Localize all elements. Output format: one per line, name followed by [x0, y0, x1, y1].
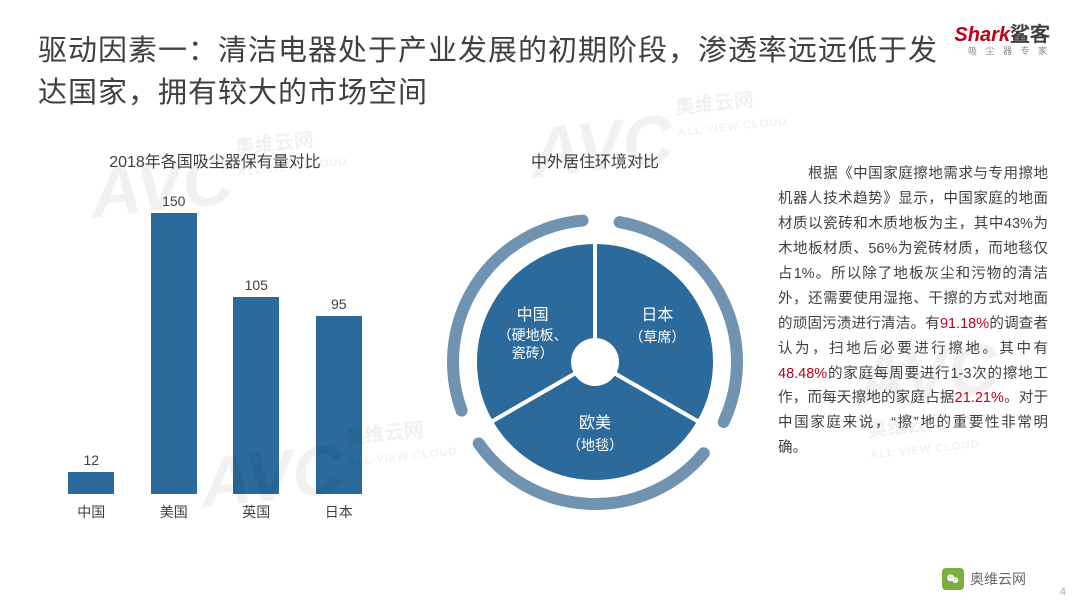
- bar-rect: [68, 472, 114, 495]
- svg-text:欧美: 欧美: [579, 414, 611, 432]
- bar-category: 中国: [77, 502, 105, 522]
- brand-cn: 鲨客: [1010, 24, 1050, 46]
- bar-rect: [233, 297, 279, 494]
- cycle-pie: 中外居住环境对比 中国 （硬地板、瓷砖） 日本 （草席） 欧美 （地毯）: [410, 148, 780, 532]
- bar-2: 105 英国: [215, 277, 298, 522]
- bar-category: 日本: [325, 502, 353, 522]
- bar-value: 95: [331, 296, 347, 312]
- bar-rect: [151, 213, 197, 494]
- body-hl3: 21.21%: [955, 390, 1004, 406]
- svg-text:（地毯）: （地毯）: [567, 437, 623, 453]
- wechat-icon: [942, 568, 964, 590]
- bar-chart-title: 2018年各国吸尘器保有量对比: [50, 148, 380, 172]
- body-hl2: 48.48%: [778, 366, 827, 382]
- body-paragraph: 根据《中国家庭擦地需求与专用擦地机器人技术趋势》显示，中国家庭的地面材质以瓷砖和…: [778, 162, 1048, 461]
- svg-text:瓷砖）: 瓷砖）: [512, 345, 554, 361]
- bar-value: 12: [83, 452, 99, 468]
- title-text: 驱动因素一：清洁电器处于产业发展的初期阶段，渗透率远远低于发达国家，拥有较大的市…: [38, 30, 960, 114]
- bar-chart-plot: 12 中国 150 美国 105 英国 95 日本: [50, 192, 380, 522]
- svg-text:（草席）: （草席）: [629, 329, 685, 345]
- body-p1a: 根据《中国家庭擦地需求与专用擦地机器人技术趋势》显示，中国家庭的地面材质以瓷砖和…: [778, 166, 1048, 332]
- bar-chart: 2018年各国吸尘器保有量对比 12 中国 150 美国 105 英国 95 日本: [50, 148, 380, 522]
- brand-en: Shark: [954, 24, 1010, 46]
- brand-sub: 吸 尘 器 专 家: [968, 44, 1050, 57]
- footer-source: 奥维云网: [942, 568, 1026, 590]
- bar-0: 12 中国: [50, 452, 133, 523]
- svg-text:（硬地板、: （硬地板、: [498, 327, 568, 343]
- svg-text:日本: 日本: [641, 306, 673, 324]
- bar-value: 150: [162, 193, 185, 209]
- bar-3: 95 日本: [298, 296, 381, 522]
- bar-category: 美国: [160, 502, 188, 522]
- brand-logo: Shark鲨客: [954, 18, 1050, 47]
- page-number: 4: [1060, 586, 1066, 598]
- slide-title: 驱动因素一：清洁电器处于产业发展的初期阶段，渗透率远远低于发达国家，拥有较大的市…: [38, 30, 960, 114]
- pie-title: 中外居住环境对比: [410, 148, 780, 172]
- body-hl1: 91.18%: [940, 316, 989, 332]
- bar-value: 105: [245, 277, 268, 293]
- svg-text:中国: 中国: [517, 306, 549, 324]
- pie-svg: 中国 （硬地板、瓷砖） 日本 （草席） 欧美 （地毯）: [420, 182, 770, 532]
- footer-text: 奥维云网: [970, 569, 1026, 589]
- bar-1: 150 美国: [133, 193, 216, 522]
- bar-rect: [316, 316, 362, 494]
- bar-category: 英国: [242, 502, 270, 522]
